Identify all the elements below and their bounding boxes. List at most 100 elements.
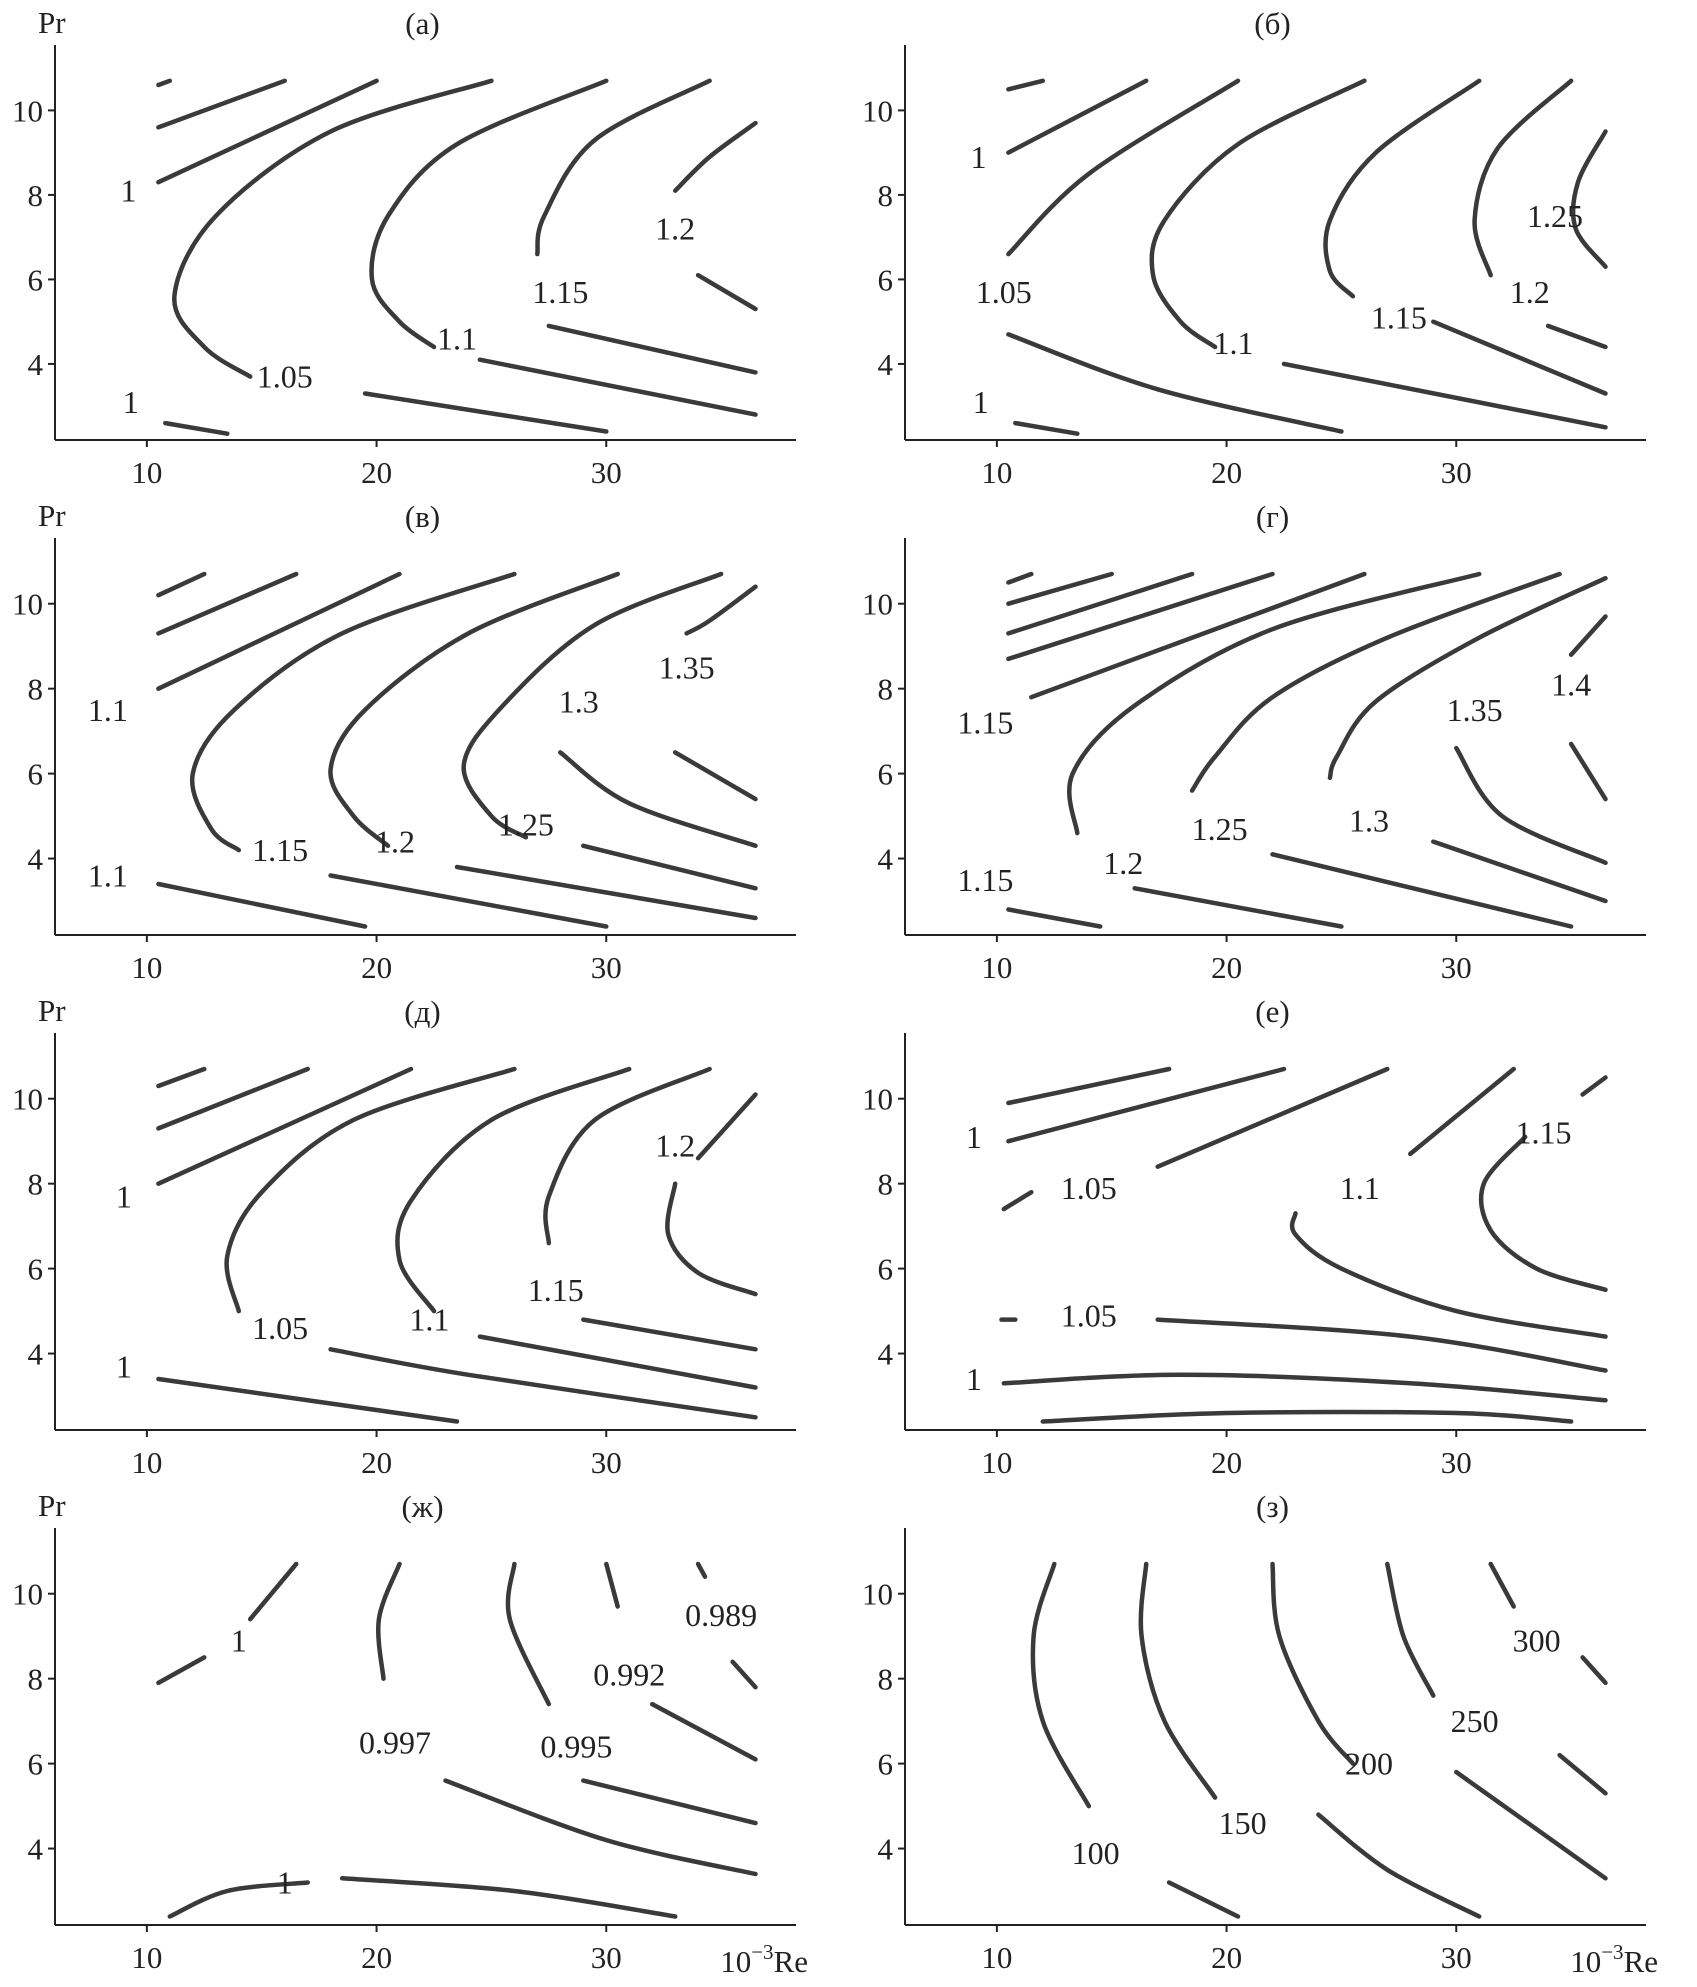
contour-line xyxy=(156,78,173,88)
x-label-exponent: −3 xyxy=(751,1940,773,1964)
contour-line xyxy=(1006,332,1344,434)
contour-label: 1.05 xyxy=(257,359,313,395)
contour-line xyxy=(1138,1561,1218,1800)
contour-line xyxy=(1013,420,1080,436)
contour-label: 1.25 xyxy=(498,807,554,843)
panel-title: (е) xyxy=(1255,994,1289,1029)
y-tick-label: 4 xyxy=(28,1337,44,1372)
x-tick-label: 30 xyxy=(591,950,622,985)
contour-line xyxy=(461,571,724,840)
contour-line xyxy=(156,1066,414,1186)
contour-line xyxy=(546,323,758,375)
contour-line xyxy=(247,1561,299,1622)
panel-title: (г) xyxy=(1256,499,1289,534)
contour-line xyxy=(339,1876,678,1919)
contour-line xyxy=(328,873,609,929)
contour-panel-6: 4 6 8 10 10 20 30 (е) 1 1 1.05 1.05 1.1 1.15 xyxy=(862,994,1646,1480)
x-tick-label: 10 xyxy=(131,455,162,490)
contour-line xyxy=(1270,852,1574,929)
y-tick-label: 10 xyxy=(12,1577,43,1612)
x-tick-label: 20 xyxy=(361,1445,392,1480)
x-tick-label: 20 xyxy=(1211,1940,1242,1975)
contour-line xyxy=(1006,571,1275,662)
contour-line xyxy=(477,357,758,417)
contour-line xyxy=(1029,571,1367,700)
y-tick-label: 10 xyxy=(862,1577,893,1612)
contour-line xyxy=(543,1066,712,1246)
contour-line xyxy=(604,1561,620,1609)
contour-line xyxy=(1006,571,1195,636)
contour-label: 1.15 xyxy=(957,862,1013,898)
panel-title: (ж) xyxy=(401,1489,443,1524)
contour-panel-2: 4 6 8 10 10 20 30 (б) 1 1 1.05 1.1 1.15 1.2 1.25 xyxy=(862,6,1646,490)
contour-line xyxy=(1067,571,1482,836)
y-tick-label: 8 xyxy=(28,178,44,213)
contour-label: 1.3 xyxy=(559,683,599,719)
x-tick-label: 10 xyxy=(981,455,1012,490)
x-tick-label: 30 xyxy=(591,455,622,490)
contour-line xyxy=(477,1334,758,1390)
contour-line xyxy=(665,1181,758,1297)
contour-label: 1.25 xyxy=(1192,811,1248,847)
contour-label: 1 xyxy=(116,1178,132,1214)
x-axis-label: 10−3Re xyxy=(1570,1940,1658,1979)
contour-line xyxy=(1454,745,1608,866)
y-tick-label: 8 xyxy=(28,1662,44,1697)
contour-line xyxy=(156,881,368,929)
contour-line xyxy=(1189,571,1562,793)
y-tick-label: 8 xyxy=(878,1662,894,1697)
contour-panel-5: 4 6 8 10 10 20 30 (д) Pr 1 1 1.05 1.1 1.15 1.2 xyxy=(12,993,796,1480)
contour-label: 0.989 xyxy=(685,1597,757,1633)
contour-line xyxy=(1323,78,1482,299)
contour-line xyxy=(1580,1075,1608,1097)
contour-label: 0.992 xyxy=(593,1656,665,1692)
contour-line xyxy=(376,1561,402,1681)
contour-line xyxy=(1155,1317,1608,1373)
y-tick-label: 4 xyxy=(28,842,44,877)
contour-line xyxy=(1568,614,1608,657)
contour-label: 1.05 xyxy=(1061,1170,1117,1206)
x-tick-label: 30 xyxy=(591,1940,622,1975)
contour-line xyxy=(328,1347,758,1420)
contour-line xyxy=(672,120,758,193)
contour-line xyxy=(672,750,758,802)
y-tick-label: 6 xyxy=(28,757,44,792)
contour-line xyxy=(156,1655,207,1686)
contour-line xyxy=(1040,1409,1574,1424)
x-tick-label: 10 xyxy=(131,1940,162,1975)
contour-panel-1: 4 6 8 10 10 20 30 (а) Pr 1 1 1.05 1.1 1.15 1.2 xyxy=(12,5,796,490)
contour-line xyxy=(156,571,402,691)
contour-line xyxy=(1006,571,1114,606)
contour-label: 1.1 xyxy=(1340,1170,1380,1206)
contour-label: 1 xyxy=(966,1361,982,1397)
contour-line xyxy=(695,272,758,312)
contour-label: 1 xyxy=(971,139,987,175)
y-tick-label: 10 xyxy=(862,1082,893,1117)
contour-line xyxy=(167,1880,310,1919)
contour-label: 1.05 xyxy=(1061,1297,1117,1333)
contour-line xyxy=(1006,1066,1172,1106)
y-tick-label: 6 xyxy=(28,1747,44,1782)
contour-line xyxy=(1132,886,1344,929)
x-axis-label: 10−3Re xyxy=(720,1940,808,1979)
contour-line xyxy=(1408,1066,1516,1157)
contour-label: 1.1 xyxy=(88,858,128,894)
y-tick-label: 6 xyxy=(878,757,894,792)
x-tick-label: 10 xyxy=(131,1445,162,1480)
contour-line xyxy=(1545,323,1608,350)
contour-line xyxy=(1568,741,1608,802)
contour-label: 1.2 xyxy=(1510,274,1550,310)
contour-label: 1 xyxy=(121,173,137,209)
contour-line xyxy=(695,1561,708,1579)
x-tick-label: 20 xyxy=(1211,950,1242,985)
contour-label: 1.35 xyxy=(1447,692,1503,728)
contour-line xyxy=(1166,1880,1241,1919)
contour-line xyxy=(730,1659,758,1690)
y-tick-label: 10 xyxy=(862,93,893,128)
x-label-exponent: −3 xyxy=(1601,1940,1623,1964)
contour-line xyxy=(1006,78,1149,155)
contour-label: 1.3 xyxy=(1349,802,1389,838)
